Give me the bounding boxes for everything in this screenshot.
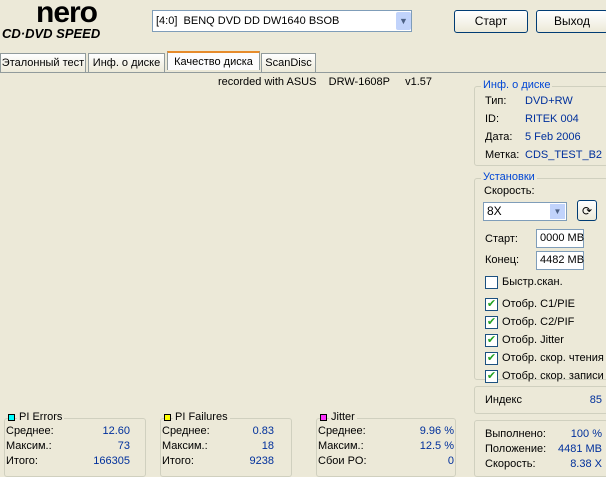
- stats-value: 0.83: [252, 425, 274, 437]
- checkbox[interactable]: [485, 276, 498, 289]
- stats-value: 73: [117, 440, 130, 452]
- stats-label: Максим.:: [162, 440, 208, 452]
- stats-value: 9238: [249, 455, 274, 467]
- info-label: Тип:: [485, 95, 507, 107]
- tab[interactable]: Качество диска: [167, 51, 260, 70]
- checkbox[interactable]: ✔: [485, 352, 498, 365]
- end-field[interactable]: 4482 MB: [536, 251, 584, 270]
- tab[interactable]: Эталонный тест: [0, 53, 86, 72]
- stats-value: 12.60: [102, 425, 130, 437]
- index-value: 85: [589, 394, 602, 406]
- checkbox-label: Отобр. скор. записи: [502, 370, 604, 382]
- checkbox[interactable]: ✔: [485, 334, 498, 347]
- progress-value: 8.38 X: [570, 458, 602, 470]
- index-label: Индекс: [485, 394, 522, 406]
- speed-select[interactable]: 8X: [483, 202, 567, 221]
- checkbox[interactable]: ✔: [485, 316, 498, 329]
- group-title: Инф. о диске: [481, 79, 553, 91]
- start-button[interactable]: Старт: [454, 10, 528, 33]
- stats-label: Итого:: [162, 455, 194, 467]
- info-label: Метка:: [485, 149, 520, 161]
- progress-value: 100 %: [570, 428, 602, 440]
- stats-swatch: [8, 414, 15, 421]
- tab[interactable]: Инф. о диске: [88, 53, 165, 72]
- checkbox-label: Быстр.скан.: [502, 276, 563, 288]
- stats-value: 0: [447, 455, 454, 467]
- logo: nero: [36, 0, 98, 29]
- group-box: [474, 386, 606, 414]
- checkbox-label: Отобр. C2/PIF: [502, 316, 575, 328]
- progress-label: Положение:: [485, 443, 547, 455]
- tab-panel: [0, 72, 606, 477]
- exit-button[interactable]: Выход: [536, 10, 606, 33]
- info-label: Дата:: [485, 131, 513, 143]
- progress-label: Скорость:: [485, 458, 536, 470]
- stats-label: Максим.:: [6, 440, 52, 452]
- stats-label: Итого:: [6, 455, 38, 467]
- checkbox-label: Отобр. C1/PIE: [502, 298, 575, 310]
- stats-swatch: [164, 414, 171, 421]
- group-box: [474, 178, 606, 380]
- group-title: Установки: [481, 171, 537, 183]
- stats-title: Jitter: [329, 411, 357, 423]
- logo-subtitle: CD·DVD SPEED: [2, 26, 101, 41]
- start-field[interactable]: 0000 MB: [536, 229, 584, 248]
- info-value: DVD+RW: [525, 95, 573, 107]
- tab[interactable]: ScanDisc: [261, 53, 316, 72]
- stats-value: 166305: [93, 455, 130, 467]
- stats-value: 12.5 %: [419, 440, 454, 452]
- speed-label: Скорость:: [484, 185, 535, 197]
- info-label: ID:: [485, 113, 500, 125]
- stats-swatch: [320, 414, 327, 421]
- dropdown-arrow[interactable]: ▼: [550, 204, 565, 219]
- stats-value: 9.96 %: [419, 425, 454, 437]
- checkbox[interactable]: ✔: [485, 298, 498, 311]
- start-label: Старт:: [485, 233, 518, 245]
- checkbox-label: Отобр. Jitter: [502, 334, 564, 346]
- stats-title: PI Failures: [173, 411, 230, 423]
- stats-value: 18: [261, 440, 274, 452]
- stats-label: Среднее:: [162, 425, 210, 437]
- stats-title: PI Errors: [17, 411, 65, 423]
- info-value: RITEK 004: [525, 113, 579, 125]
- stats-label: Максим.:: [318, 440, 364, 452]
- progress-value: 4481 MB: [557, 443, 602, 455]
- info-value: CDS_TEST_B2: [525, 149, 603, 161]
- stats-label: Среднее:: [6, 425, 54, 437]
- info-value: 5 Feb 2006: [525, 131, 581, 143]
- refresh-button[interactable]: ⟳: [577, 200, 597, 221]
- end-label: Конец:: [485, 254, 520, 266]
- checkbox[interactable]: ✔: [485, 370, 498, 383]
- stats-label: Среднее:: [318, 425, 366, 437]
- stats-label: Сбои PO:: [318, 455, 367, 467]
- drive-select[interactable]: [4:0] BENQ DVD DD DW1640 BSOB: [152, 10, 412, 32]
- checkbox-label: Отобр. скор. чтения: [502, 352, 604, 364]
- recorded-with: recorded with ASUS DRW-1608P v1.57: [218, 76, 432, 88]
- progress-label: Выполнено:: [485, 428, 546, 440]
- dropdown-arrow[interactable]: ▼: [396, 12, 411, 30]
